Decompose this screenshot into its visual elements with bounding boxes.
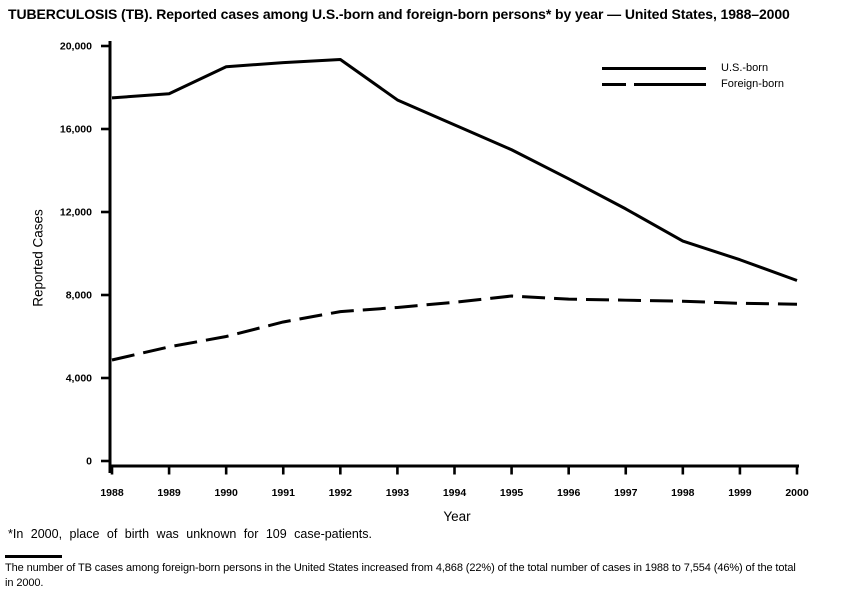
y-tick-label: 16,000 [60,124,92,136]
x-tick-label: 1989 [157,487,181,499]
foreign-born-line [111,294,798,362]
x-tick-label: 1991 [272,487,296,499]
legend-label: U.S.-born [721,62,769,74]
legend: U.S.-born Foreign-born [602,60,784,92]
y-tick-label: 12,000 [60,207,92,219]
chart-title: TUBERCULOSIS (TB). Reported cases among … [8,6,790,22]
footnote-divider [5,555,62,558]
footnote-source: The number of TB cases among foreign-bor… [5,561,857,592]
footnote-source-line1: The number of TB cases among foreign-bor… [5,562,796,574]
legend-line-dashed [602,83,706,86]
x-tick-label: 1992 [329,487,353,499]
legend-label: Foreign-born [721,78,784,90]
x-tick-label: 1999 [728,487,752,499]
x-tick-label: 1990 [214,487,238,499]
x-tick-label: 1997 [614,487,638,499]
x-tick-label: 1996 [557,487,581,499]
y-axis-title: Reported Cases [30,209,46,307]
footnote-asterisk: *In 2000, place of birth was unknown for… [8,527,372,541]
y-tick-label: 8,000 [66,290,92,302]
u-s-born-line [111,57,798,282]
legend-line-solid [602,67,706,70]
legend-item: U.S.-born [602,60,784,76]
x-tick-label: 1998 [671,487,695,499]
x-tick-label: 1995 [500,487,524,499]
x-tick-label: 1993 [386,487,410,499]
y-tick-label: 20,000 [60,41,92,53]
footnote-source-line2: in 2000. [5,577,44,590]
y-tick-label: 4,000 [66,373,92,385]
x-tick-label: 1994 [443,487,467,499]
x-tick-label: 1988 [100,487,124,499]
chart-plot: 0 4,000 8,000 12,000 16,000 20,000 1988 1989 199… [60,41,809,500]
legend-item: Foreign-born [602,76,784,92]
x-axis-title: Year [443,509,471,524]
y-tick-label: 0 [86,456,92,468]
x-tick-label: 2000 [785,487,809,499]
